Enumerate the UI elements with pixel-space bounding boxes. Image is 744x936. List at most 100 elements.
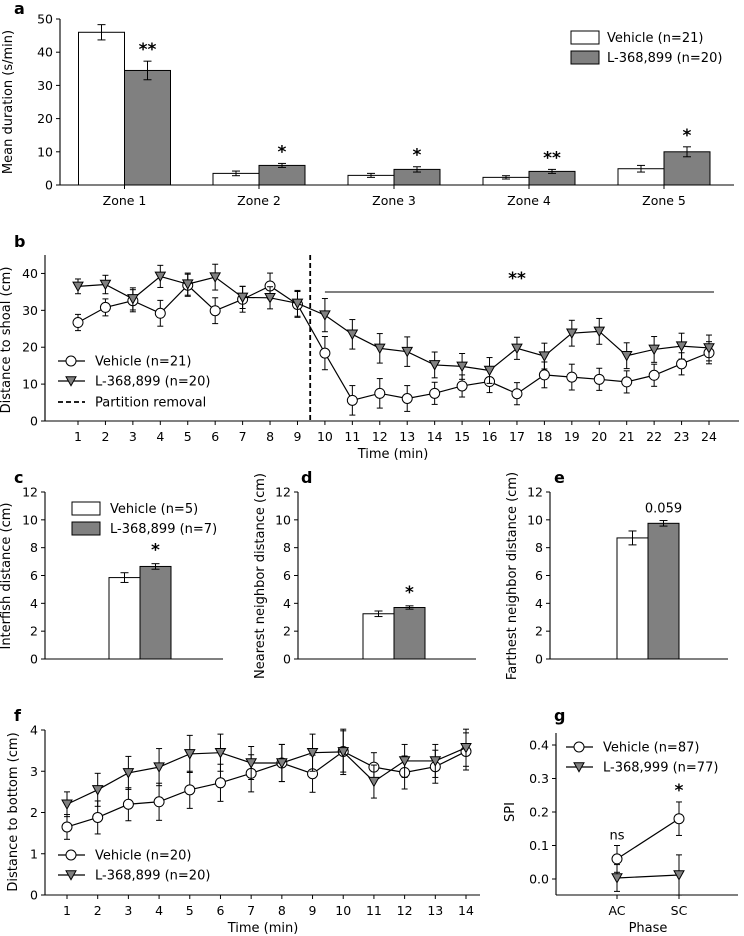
panel-f-letter: f (14, 706, 22, 725)
panel-f-y-tick-label: 4 (30, 723, 38, 738)
panel-f-x-tick-label: 4 (155, 903, 163, 918)
panel-c-bar-vehicle (108, 577, 141, 660)
panel-f-triangle-marker (306, 747, 319, 759)
panel-b-triangle-marker (181, 279, 194, 290)
panel-b-x-tick-label: 3 (129, 429, 137, 444)
panel-f-triangle-marker (183, 749, 196, 760)
panel-b-legend-label: Partition removal (95, 396, 206, 411)
panel-c-legend-label: Vehicle (n=5) (110, 502, 198, 517)
panel-c-legend-swatch (71, 501, 101, 516)
panel-f-triangle-marker (214, 747, 227, 759)
panel-b-x-tick-label: 21 (619, 429, 635, 444)
panel-g-series-line (616, 874, 680, 879)
panel-a-significance: * (413, 146, 422, 166)
panel-b-x-tick-label: 14 (427, 429, 443, 444)
panel-b-x-tick-label: 5 (184, 429, 192, 444)
panel-g-y-tick-label: 0.0 (529, 872, 549, 887)
panel-f-x-tick-label: 3 (124, 903, 132, 918)
panel-f-x-tick-label: 11 (366, 903, 382, 918)
panel-b-y-tick-label: 0 (30, 414, 38, 429)
panel-a-y-tick-label: 50 (37, 12, 53, 27)
panel-b-x-tick-label: 11 (344, 429, 360, 444)
panel-a-legend-swatch (570, 30, 600, 45)
panel-b-y-tick-label: 20 (22, 340, 38, 355)
panel-g-circle-marker (673, 813, 685, 825)
panel-c-letter: c (14, 468, 23, 487)
panel-a-y-tick-label: 0 (45, 178, 53, 193)
panel-b-y-tick-label: 30 (22, 303, 38, 318)
panel-c-legend-label: L-368,899 (n=7) (110, 522, 217, 537)
panel-b-triangle-marker (99, 279, 112, 291)
panel-g-x-tick-label: SC (671, 903, 688, 918)
panel-c-y-tick-label: 10 (22, 512, 38, 527)
panel-a-significance: ** (543, 148, 561, 168)
panel-c-y-tick-label: 12 (22, 485, 38, 500)
panel-b-x-tick-label: 18 (536, 429, 552, 444)
panel-f-x-tick-label: 14 (458, 903, 474, 918)
panel-d-y-tick-label: 6 (283, 568, 291, 583)
panel-f-x-tick-label: 5 (186, 903, 194, 918)
panel-b-legend-label: L-368,899 (n=20) (95, 375, 210, 390)
panel-a-y-axis-title: Mean duration (s/min) (1, 30, 16, 174)
panel-g-y-tick-label: 0.2 (529, 805, 549, 820)
panel-a-y-tick-label: 40 (37, 45, 53, 60)
panel-g-series-line (616, 818, 680, 860)
panel-b-triangle-marker (511, 343, 523, 355)
panel-f-x-tick-label: 6 (216, 903, 224, 918)
panel-b-series-line (77, 275, 710, 372)
panel-b-x-tick-label: 10 (317, 429, 333, 444)
panel-a-x-tick-label: Zone 3 (372, 193, 416, 208)
panel-b-x-tick-label: 20 (591, 429, 607, 444)
panel-d-y-tick-label: 8 (283, 540, 291, 555)
panel-f-legend-triangle-marker (65, 870, 77, 881)
panel-g-x-tick-label: AC (608, 903, 625, 918)
panel-e-y-tick-label: 0 (535, 652, 543, 667)
panel-d-y-tick-label: 0 (283, 652, 291, 667)
panel-b-circle-marker (429, 387, 441, 399)
panel-f-legend-label: Vehicle (n=20) (95, 849, 191, 864)
panel-b-triangle-marker (72, 281, 84, 293)
panel-b-x-tick-label: 23 (674, 429, 690, 444)
panel-b-triangle-marker (428, 360, 441, 371)
panel-b-significance: ** (508, 269, 526, 289)
panel-b-legend-triangle-marker (65, 376, 77, 387)
panel-f-x-tick-label: 8 (278, 903, 286, 918)
panel-f-x-tick-label: 2 (94, 903, 102, 918)
panel-b-x-tick-label: 4 (156, 429, 164, 444)
panel-b-triangle-marker (456, 361, 468, 373)
panel-b-x-tick-label: 1 (74, 429, 82, 444)
panel-b-circle-marker (566, 371, 578, 383)
panel-a-significance: ** (139, 40, 157, 60)
panel-e-y-tick-label: 8 (535, 540, 543, 555)
panel-g-y-tick-label: 0.4 (529, 738, 549, 753)
panel-f-legend-circle-marker (65, 849, 77, 861)
panel-a-bar-drug (663, 151, 711, 186)
panel-b-circle-marker (72, 317, 84, 329)
panel-c-y-tick-label: 8 (30, 540, 38, 555)
panel-e-letter: e (554, 468, 565, 487)
panel-a-y-tick-label: 20 (37, 111, 53, 126)
panel-f-triangle-marker (460, 742, 472, 754)
panel-a-x-tick-label: Zone 1 (103, 193, 147, 208)
panel-b-triangle-marker (675, 341, 688, 352)
panel-f-y-axis-title: Distance to bottom (cm) (6, 732, 21, 891)
panel-f-triangle-marker (153, 762, 165, 773)
panel-b-triangle-marker (236, 292, 249, 304)
panel-g-legend-label: Vehicle (n=87) (603, 741, 699, 756)
panel-b-triangle-marker (209, 272, 222, 283)
panel-c-significance: * (151, 541, 160, 561)
panel-f-triangle-marker (398, 756, 411, 767)
panel-b-y-tick-label: 10 (22, 377, 38, 392)
panel-b-circle-marker (401, 392, 413, 404)
panel-b-x-tick-label: 15 (454, 429, 470, 444)
panel-c-y-tick-label: 0 (30, 652, 38, 667)
panel-a-x-tick-label: Zone 4 (507, 193, 551, 208)
panel-f-triangle-marker (91, 785, 104, 796)
panel-b-x-tick-label: 2 (101, 429, 109, 444)
panel-a-bar-vehicle (78, 31, 125, 186)
panel-b-circle-marker (154, 307, 166, 319)
panel-b-x-tick-label: 24 (701, 429, 717, 444)
panel-b-triangle-marker (565, 328, 578, 339)
panel-g-legend-circle-marker (573, 741, 585, 753)
